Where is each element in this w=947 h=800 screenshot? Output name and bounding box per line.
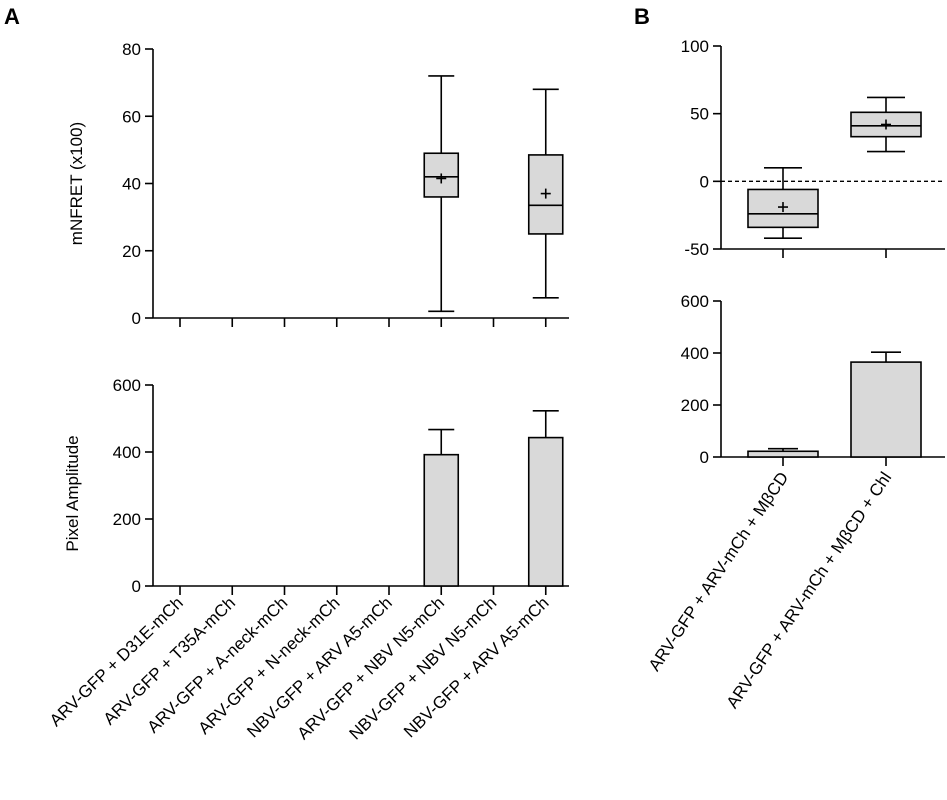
bar: [527, 436, 564, 587]
y-tick-label: 0: [132, 577, 141, 596]
box-iqr: [527, 154, 564, 235]
y-tick-label: 400: [681, 344, 709, 363]
panel-a-mnfret-boxplot: 0 20 40 60 80 mNFRET (x100): [67, 40, 569, 328]
y-tick-label: -50: [684, 240, 709, 259]
x-category-label: ARV-GFP + ARV-mCh + MβCD + Chl: [723, 469, 896, 712]
y-tick-label: 40: [122, 175, 141, 194]
y-tick-label: 60: [122, 107, 141, 126]
box-iqr: [747, 188, 819, 229]
y-tick-label: 400: [113, 443, 141, 462]
y-tick-label: 80: [122, 40, 141, 59]
panel-b-mnfret-boxplot: -50 0 50 100: [681, 37, 945, 259]
y-tick-label: 200: [113, 510, 141, 529]
bar: [747, 450, 819, 458]
y-tick-label: 600: [681, 292, 709, 311]
y-axis-title: mNFRET (x100): [67, 122, 86, 245]
y-tick-label: 0: [700, 172, 709, 191]
y-tick-label: 200: [681, 396, 709, 415]
y-axis-title: Pixel Amplitude: [63, 435, 82, 551]
y-tick-label: 20: [122, 242, 141, 261]
panel-b-label: B: [634, 4, 650, 29]
y-tick-label: 0: [700, 448, 709, 467]
y-tick-label: 50: [690, 105, 709, 124]
y-tick-label: 0: [132, 309, 141, 328]
bar: [850, 361, 922, 458]
bar: [423, 453, 460, 587]
panel-a-label: A: [4, 4, 20, 29]
y-tick-label: 100: [681, 37, 709, 56]
y-tick-label: 600: [113, 376, 141, 395]
